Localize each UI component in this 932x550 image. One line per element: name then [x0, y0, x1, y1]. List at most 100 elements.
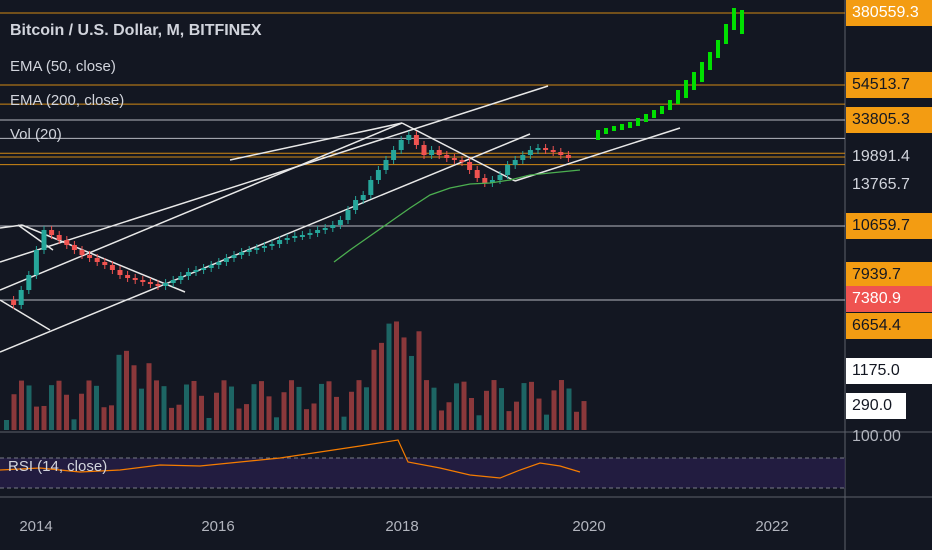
projected-candle: [620, 124, 624, 130]
price-axis-label: 6654.4: [846, 313, 932, 339]
candle: [109, 265, 115, 270]
trend-line-5: [0, 224, 23, 229]
volume-bar: [319, 383, 324, 430]
volume-bar: [409, 355, 414, 430]
volume-bar: [161, 386, 167, 430]
projected-candle: [660, 106, 664, 114]
volume-bar: [446, 402, 452, 430]
volume-bar: [11, 394, 17, 430]
candle: [261, 246, 267, 248]
volume-bar: [4, 420, 9, 430]
indicator-ema-200[interactable]: EMA (200, close): [10, 92, 125, 109]
projected-candle: [668, 100, 672, 110]
candle: [201, 268, 207, 270]
candle: [527, 150, 533, 155]
volume-bar: [101, 407, 107, 430]
volume-bar: [244, 404, 249, 430]
volume-bar: [236, 408, 242, 430]
price-axis-label: 7380.9: [846, 286, 932, 312]
volume-bar: [581, 401, 587, 430]
projected-candle: [676, 90, 680, 104]
candle: [474, 170, 480, 178]
x-tick-2022: 2022: [755, 518, 789, 535]
projected-candle: [700, 62, 704, 82]
volume-bar: [544, 414, 549, 430]
volume-bar: [379, 342, 384, 430]
candle: [26, 275, 32, 290]
candle: [505, 165, 511, 175]
projected-candle: [724, 24, 728, 44]
volume-bar: [454, 383, 459, 430]
candle: [64, 240, 70, 245]
volume-bar: [251, 384, 257, 430]
price-axis-label: 33805.3: [846, 107, 932, 133]
candle: [299, 235, 305, 237]
volume-bar: [184, 384, 189, 430]
volume-bar: [94, 385, 99, 430]
candle: [155, 284, 161, 286]
candle: [565, 155, 571, 158]
volume-bar: [394, 321, 399, 430]
price-axis-label: 7939.7: [846, 262, 932, 288]
rsi-band: [0, 458, 845, 488]
candle: [170, 280, 176, 283]
volume-bar: [551, 390, 557, 430]
candle: [322, 228, 328, 230]
candle: [254, 248, 260, 250]
candle: [459, 160, 465, 162]
price-axis-label: 19891.4: [846, 144, 932, 170]
candle: [223, 258, 229, 262]
projected-candle: [636, 118, 640, 126]
candle: [467, 162, 473, 170]
candle: [558, 152, 564, 155]
projected-candle: [644, 114, 648, 122]
candle: [436, 150, 442, 155]
indicator-ema-50[interactable]: EMA (50, close): [10, 58, 116, 75]
volume-bar: [49, 385, 54, 430]
price-axis-label: 54513.7: [846, 72, 932, 98]
indicator-volume[interactable]: Vol (20): [10, 126, 62, 143]
candle: [520, 155, 526, 160]
candle: [185, 272, 191, 276]
candle: [497, 175, 503, 180]
volume-bar: [326, 381, 332, 430]
candle: [140, 280, 146, 282]
trend-line-1: [0, 133, 531, 353]
volume-bar: [214, 392, 219, 430]
volume-bar: [109, 405, 114, 430]
volume-bar: [221, 380, 227, 430]
volume-bar: [131, 365, 137, 430]
projected-candle: [692, 72, 696, 90]
candle: [345, 210, 351, 220]
volume-bar: [334, 396, 339, 430]
candle: [102, 262, 108, 265]
price-axis-label: 380559.3: [846, 0, 932, 26]
candle: [49, 230, 55, 235]
volume-bar: [71, 419, 77, 430]
volume-bar: [41, 405, 47, 430]
volume-bar: [56, 380, 62, 430]
volume-bar: [19, 380, 24, 430]
candle: [147, 282, 153, 284]
candle: [11, 300, 17, 305]
volume-bar: [559, 380, 564, 430]
candle: [269, 244, 275, 246]
volume-bar: [281, 392, 287, 430]
volume-bar: [349, 391, 354, 430]
trend-line-2: [0, 122, 403, 291]
volume-bar: [311, 403, 317, 430]
volume-bar: [499, 388, 504, 430]
volume-bar: [491, 380, 497, 430]
candle: [33, 250, 39, 275]
trend-line-0: [0, 85, 549, 263]
candle: [284, 238, 290, 240]
volume-bar: [199, 395, 204, 430]
volume-bar: [304, 409, 309, 430]
volume-bar: [79, 393, 84, 430]
rsi-indicator-label[interactable]: RSI (14, close): [8, 458, 108, 475]
candle: [315, 230, 321, 233]
volume-bar: [289, 380, 294, 430]
volume-bar: [424, 380, 429, 430]
projected-candle: [652, 110, 656, 118]
